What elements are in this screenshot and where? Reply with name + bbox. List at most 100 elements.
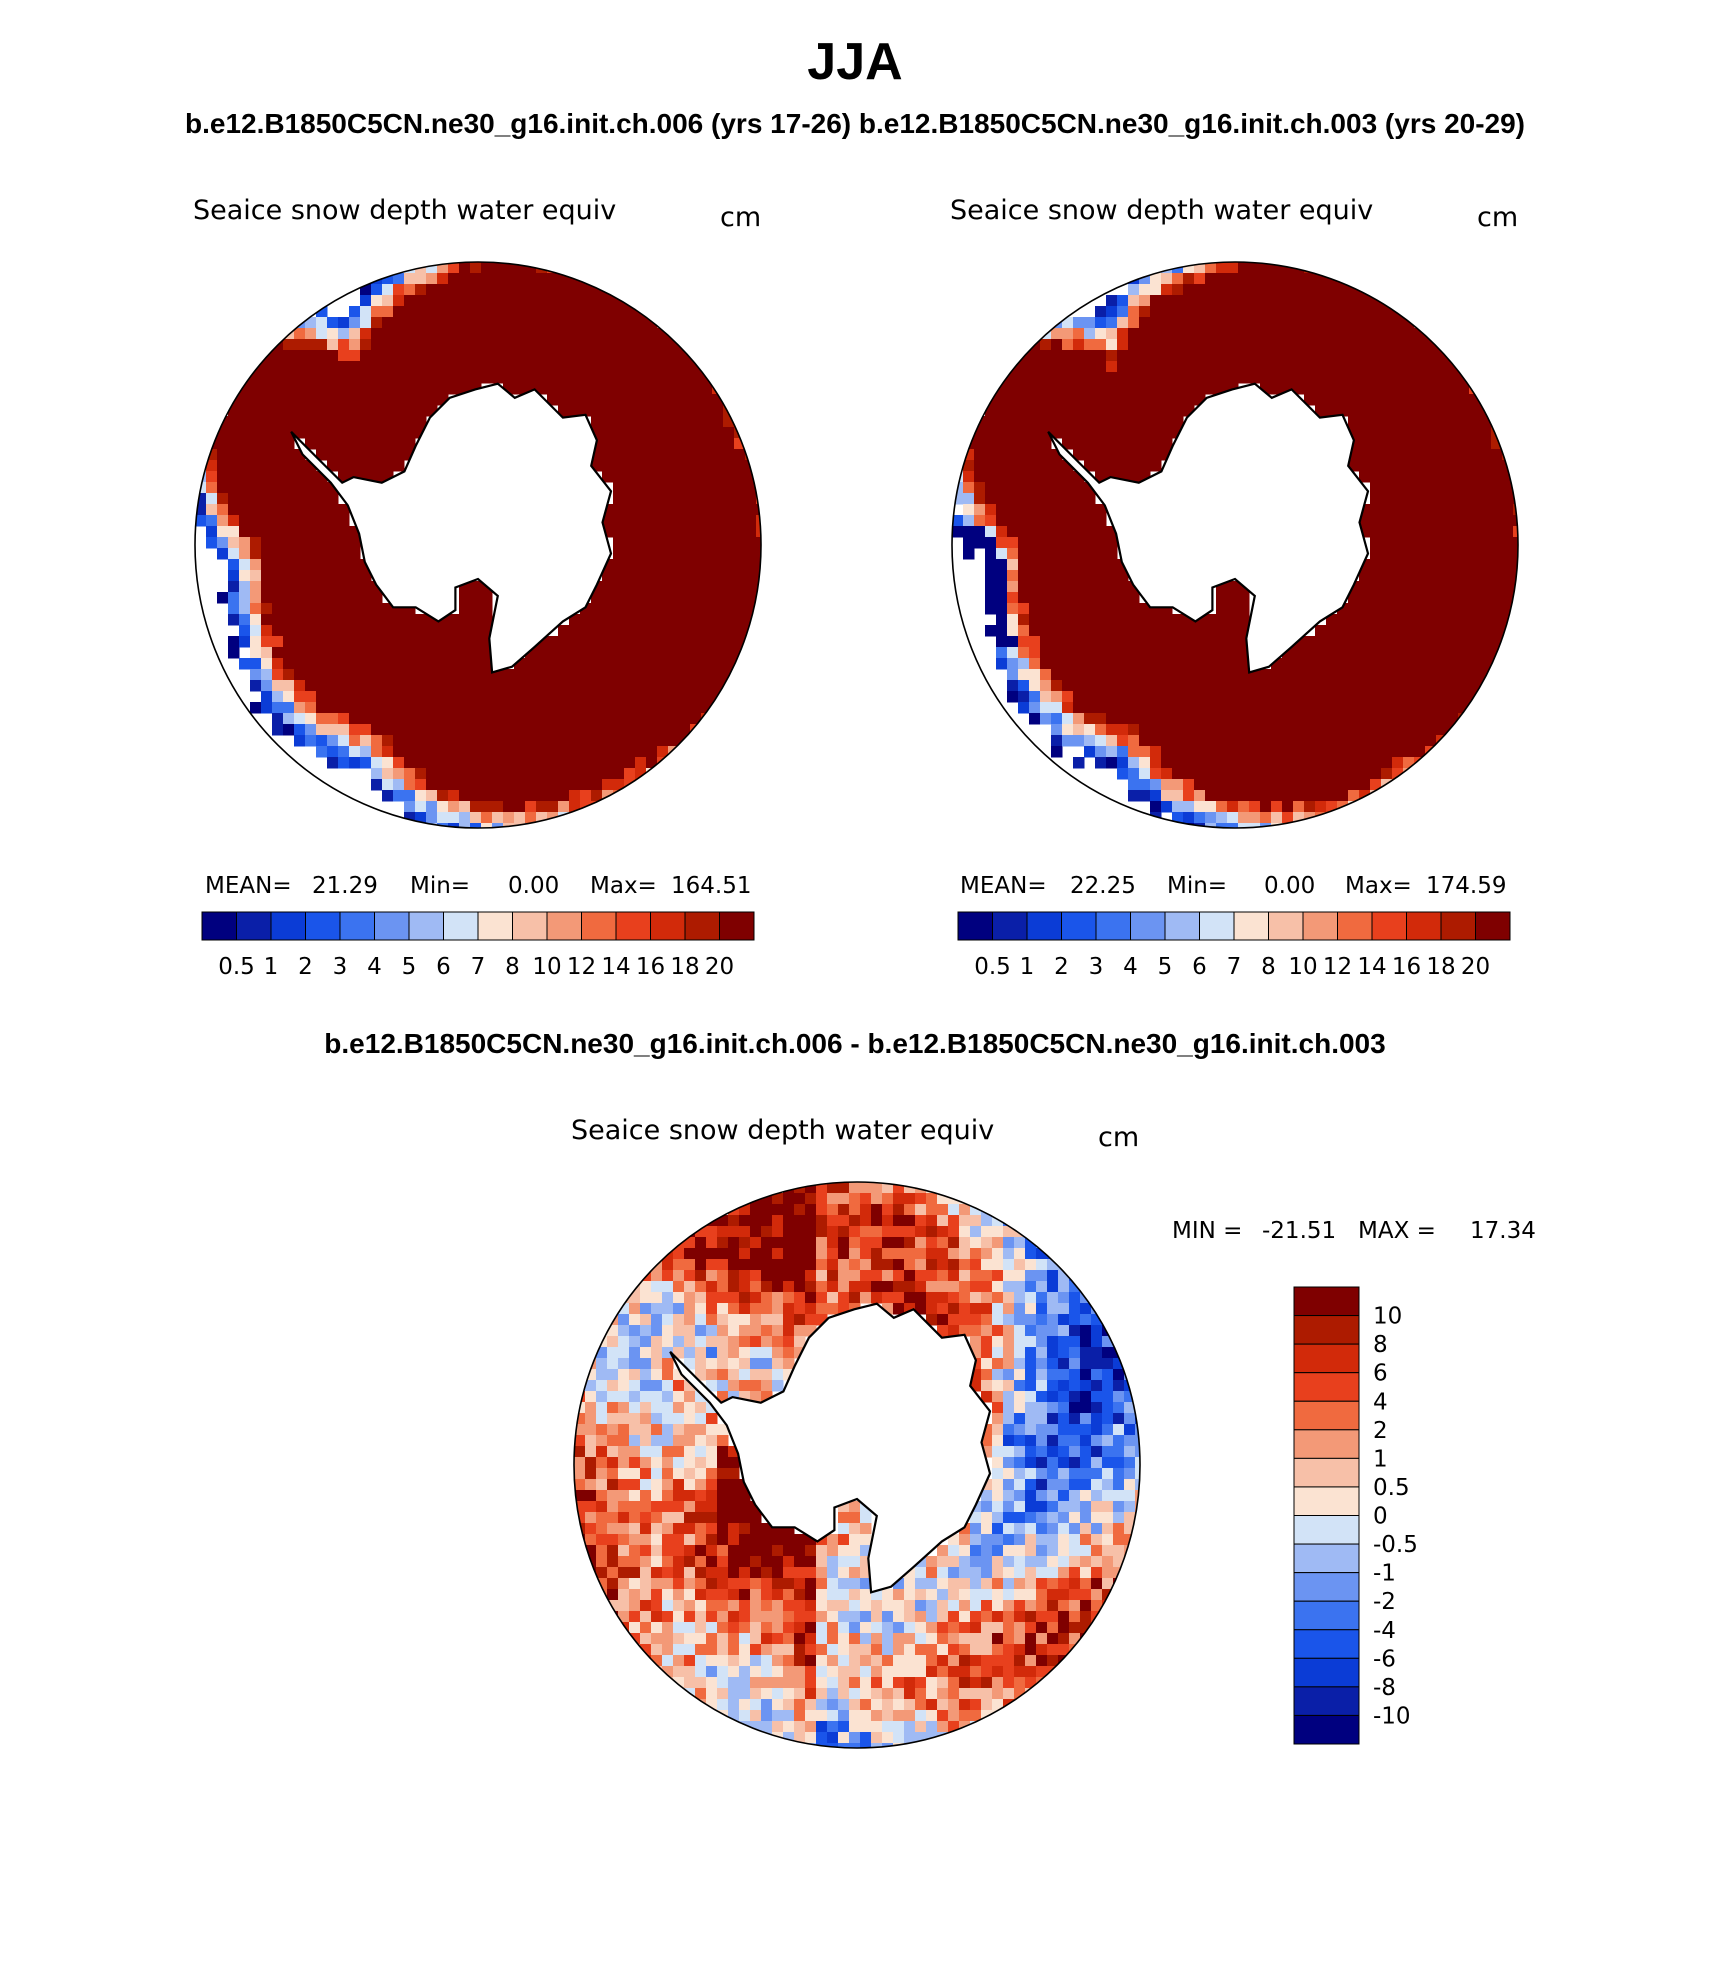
grid-cell	[294, 460, 306, 472]
grid-cell	[1161, 790, 1173, 802]
grid-cell	[646, 328, 658, 340]
grid-cell	[728, 1380, 740, 1392]
grid-cell	[1315, 779, 1327, 791]
grid-cell	[635, 526, 647, 538]
grid-cell	[1040, 592, 1052, 604]
grid-cell	[1458, 427, 1470, 439]
grid-cell	[1128, 394, 1140, 406]
grid-cell	[558, 757, 570, 769]
grid-cell	[1117, 449, 1129, 461]
colorbar-swatch	[581, 911, 617, 941]
grid-cell	[294, 724, 306, 736]
grid-cell	[360, 317, 372, 329]
grid-cell	[1139, 757, 1151, 769]
grid-cell	[981, 1633, 993, 1645]
grid-cell	[893, 1655, 905, 1667]
grid-cell	[437, 746, 449, 758]
grid-cell	[1403, 691, 1415, 703]
grid-cell	[805, 1314, 817, 1326]
grid-cell	[706, 1336, 718, 1348]
grid-cell	[470, 625, 482, 637]
grid-cell	[607, 1402, 619, 1414]
grid-cell	[404, 372, 416, 384]
grid-cell	[481, 306, 493, 318]
grid-cell	[1106, 416, 1118, 428]
grid-cell	[596, 1523, 608, 1535]
grid-cell	[415, 361, 427, 373]
grid-cell	[805, 1721, 817, 1733]
grid-cell	[602, 680, 614, 692]
grid-cell	[1205, 735, 1217, 747]
grid-cell	[1370, 691, 1382, 703]
grid-cell	[1007, 427, 1019, 439]
grid-cell	[1480, 515, 1492, 527]
grid-cell	[1260, 361, 1272, 373]
grid-cell	[569, 757, 581, 769]
grid-cell	[1106, 691, 1118, 703]
grid-cell	[717, 1215, 729, 1227]
grid-cell	[723, 471, 735, 483]
grid-cell	[371, 306, 383, 318]
grid-cell	[783, 1578, 795, 1590]
grid-cell	[415, 625, 427, 637]
grid-cell	[514, 383, 526, 395]
grid-cell	[624, 306, 636, 318]
grid-cell	[1084, 526, 1096, 538]
grid-cell	[349, 658, 361, 670]
grid-cell	[1073, 438, 1085, 450]
colorbar-swatch	[374, 911, 410, 941]
grid-cell	[1139, 383, 1151, 395]
grid-cell	[1073, 339, 1085, 351]
colorbar-tick-label: 0.5	[218, 954, 255, 980]
grid-cell	[558, 361, 570, 373]
grid-cell	[1106, 548, 1118, 560]
grid-cell	[1315, 339, 1327, 351]
grid-cell	[1139, 790, 1151, 802]
grid-cell	[970, 1215, 982, 1227]
grid-cell	[393, 405, 405, 417]
grid-cell	[360, 570, 372, 582]
grid-cell	[1117, 295, 1129, 307]
grid-cell	[1025, 1468, 1037, 1480]
grid-cell	[1084, 647, 1096, 659]
grid-cell	[607, 1446, 619, 1458]
grid-cell	[1018, 570, 1030, 582]
grid-cell	[283, 372, 295, 384]
grid-cell	[739, 1226, 751, 1238]
grid-cell	[959, 1270, 971, 1282]
grid-cell	[1106, 394, 1118, 406]
grid-cell	[668, 636, 680, 648]
grid-cell	[272, 493, 284, 505]
grid-cell	[1084, 746, 1096, 758]
grid-cell	[1271, 383, 1283, 395]
grid-cell	[1326, 702, 1338, 714]
grid-cell	[503, 680, 515, 692]
grid-cell	[1073, 548, 1085, 560]
grid-cell	[668, 416, 680, 428]
grid-cell	[1040, 383, 1052, 395]
grid-cell	[1425, 537, 1437, 549]
grid-cell	[294, 570, 306, 582]
grid-cell	[1150, 669, 1162, 681]
grid-cell	[1425, 449, 1437, 461]
grid-cell	[316, 350, 328, 362]
grid-cell	[1095, 625, 1107, 637]
grid-cell	[1183, 350, 1195, 362]
grid-cell	[838, 1226, 850, 1238]
grid-cell	[1271, 724, 1283, 736]
grid-cell	[1260, 790, 1272, 802]
grid-cell	[1293, 801, 1305, 813]
grid-cell	[1117, 603, 1129, 615]
grid-cell	[327, 636, 339, 648]
grid-cell	[717, 1622, 729, 1634]
grid-cell	[327, 339, 339, 351]
grid-cell	[574, 1424, 586, 1436]
grid-cell	[882, 1182, 894, 1194]
grid-cell	[1172, 669, 1184, 681]
grid-cell	[580, 284, 592, 296]
grid-cell	[448, 812, 460, 824]
grid-cell	[706, 1237, 718, 1249]
grid-cell	[673, 1314, 685, 1326]
grid-cell	[481, 647, 493, 659]
grid-cell	[717, 1644, 729, 1656]
